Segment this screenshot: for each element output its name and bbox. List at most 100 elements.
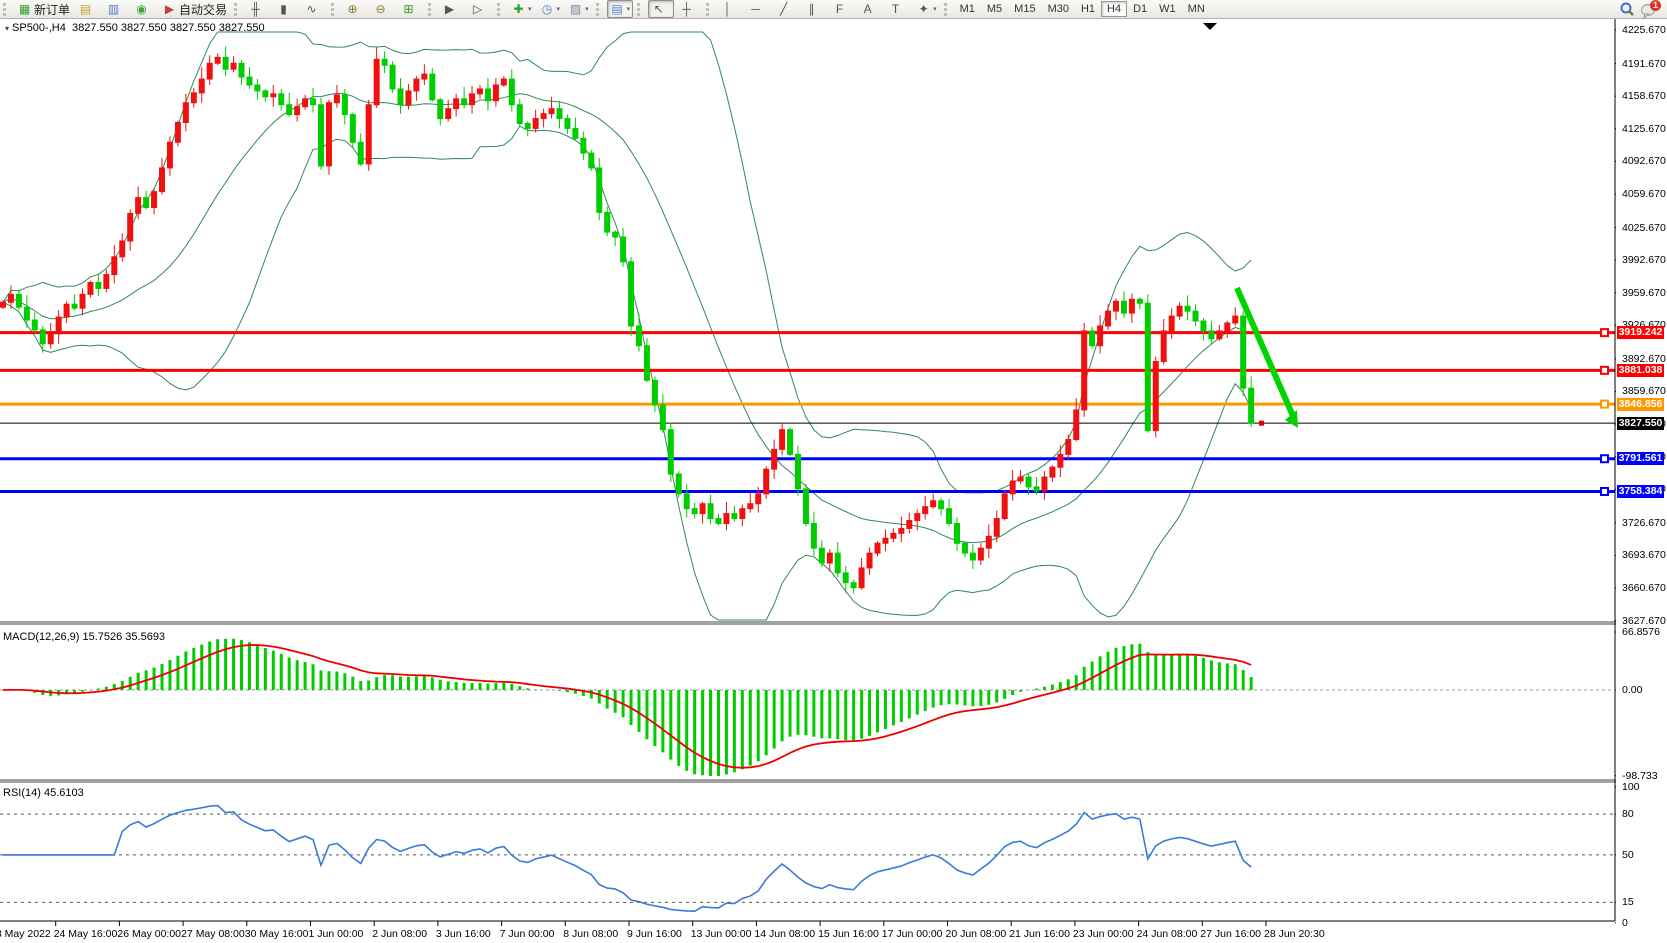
ohlc-values: 3827.550 3827.550 3827.550 3827.550 xyxy=(71,22,265,34)
candle-body xyxy=(643,345,650,381)
dropdown-caret-icon[interactable]: ▾ xyxy=(626,6,631,13)
candle-body xyxy=(87,281,94,295)
candle-body xyxy=(946,508,953,524)
rsi-tick-label: 15 xyxy=(1622,896,1634,909)
price-tick-label: 4025.670 xyxy=(1622,221,1666,234)
candle-body xyxy=(604,211,611,233)
search-icon[interactable] xyxy=(1619,1,1635,17)
fibonacci-button[interactable]: F xyxy=(829,0,855,18)
resistance-line-2-price-badge: 3881.038 xyxy=(1617,363,1664,377)
timeframe-m5-button[interactable]: M5 xyxy=(986,3,1003,15)
candle-body xyxy=(906,520,913,529)
candlestick-mode-button[interactable]: ▮ xyxy=(273,0,299,18)
chart-shift-marker[interactable] xyxy=(1203,23,1217,30)
bar-chart-mode-icon: ╫ xyxy=(251,2,260,16)
cursor-button[interactable]: ↖ xyxy=(648,0,675,18)
auto-scroll-icon: ▶ xyxy=(444,2,455,16)
candle-body xyxy=(230,62,237,70)
dropdown-caret-icon[interactable]: ▾ xyxy=(585,6,589,13)
timeframe-m1-button[interactable]: M1 xyxy=(959,3,975,15)
candle-body xyxy=(564,118,571,129)
new-order-button[interactable]: ▦ 新订单 xyxy=(14,0,73,18)
signals-button[interactable]: ◉ xyxy=(131,0,157,18)
candle-body xyxy=(461,98,468,106)
candle-body xyxy=(731,513,738,520)
dropdown-caret-icon[interactable]: ▾ xyxy=(556,6,561,13)
timeframe-m15-button[interactable]: M15 xyxy=(1014,3,1036,15)
tile-windows-button[interactable]: ⊞ xyxy=(398,0,424,18)
text-button[interactable]: A xyxy=(857,0,883,18)
time-tick-label: 27 Jun 16:00 xyxy=(1200,928,1262,940)
bollinger-band-line xyxy=(2,31,1252,494)
candle-body xyxy=(349,114,356,143)
bar-chart-mode-button[interactable]: ╫ xyxy=(245,0,271,18)
candle-body xyxy=(214,56,221,64)
chart-shift-button[interactable]: ▷ xyxy=(467,0,493,18)
auto-scroll-button[interactable]: ▶ xyxy=(439,0,465,18)
cursor-icon: ↖ xyxy=(653,2,664,16)
trendline-button[interactable]: ╱ xyxy=(773,0,799,18)
dropdown-caret-icon[interactable]: ▾ xyxy=(933,6,937,13)
price-scale[interactable]: 4225.670 4191.670 4158.670 4125.670 4092.670… xyxy=(1616,18,1667,943)
candle-body xyxy=(39,329,46,345)
timeframe-h1-button[interactable]: H1 xyxy=(1080,3,1096,15)
indicator-windows-button[interactable]: ▤ ▾ xyxy=(606,0,634,18)
timeframe-m30-button[interactable]: M30 xyxy=(1047,3,1069,15)
candle-body xyxy=(651,379,658,406)
candle-body xyxy=(333,94,340,104)
indicator-windows-icon: ▤ xyxy=(611,2,623,16)
candle-body xyxy=(580,137,587,154)
price-chart-canvas[interactable] xyxy=(0,18,1667,943)
candle-body xyxy=(898,527,905,534)
trend-arrow-head xyxy=(1285,410,1298,428)
candle-body xyxy=(866,552,873,569)
zoom-out-button[interactable]: ⊖ xyxy=(370,0,396,18)
vertical-line-button[interactable]: │ xyxy=(717,0,743,18)
candle-body xyxy=(492,84,499,102)
price-tick-label: 3660.670 xyxy=(1622,581,1666,594)
crosshair-button[interactable]: ┼ xyxy=(676,0,702,18)
line-chart-mode-button[interactable]: ∿ xyxy=(301,0,327,18)
equidistant-channel-button[interactable]: ∥ xyxy=(801,0,827,18)
timeframe-d1-button[interactable]: D1 xyxy=(1133,3,1148,15)
periods-button[interactable]: ◷ ▾ xyxy=(537,0,564,18)
candle-body xyxy=(1232,315,1239,324)
candle-body xyxy=(636,325,642,347)
dropdown-caret-icon[interactable]: ▾ xyxy=(528,6,532,13)
timeframe-w1-button[interactable]: W1 xyxy=(1159,3,1176,15)
candle-body xyxy=(659,404,666,431)
candle-body xyxy=(1025,476,1032,488)
symbol-ohlc-line: ▾ SP500-,H4 3827.550 3827.550 3827.550 38… xyxy=(5,22,265,34)
candle-body xyxy=(1009,480,1016,495)
candle-body xyxy=(707,503,714,520)
candle-body xyxy=(325,102,332,167)
support-line-2-handle[interactable] xyxy=(1600,486,1609,496)
timeframe-h4-button[interactable]: H4 xyxy=(1101,1,1128,17)
auto-trading-button[interactable]: ▶ 自动交易 xyxy=(159,0,230,18)
candle-body xyxy=(755,493,762,505)
candle-body xyxy=(111,256,118,276)
resistance-line-1-handle[interactable] xyxy=(1600,328,1609,338)
templates-button[interactable]: ▨ ▾ xyxy=(565,0,592,18)
collapse-arrow-icon[interactable]: ▾ xyxy=(5,24,10,33)
trend-arrow-annotation[interactable] xyxy=(1234,286,1296,418)
resistance-line-2-handle[interactable] xyxy=(1600,365,1609,375)
data-window-button[interactable]: ▥ xyxy=(103,0,129,18)
label-button[interactable]: T xyxy=(885,0,911,18)
indicators-button[interactable]: ✚ ▾ xyxy=(508,0,535,18)
indicators-icon: ✚ xyxy=(513,2,524,16)
zoom-in-button[interactable]: ⊕ xyxy=(342,0,368,18)
market-watch-button[interactable]: ▤ xyxy=(75,0,101,18)
candle-body xyxy=(508,78,515,106)
timeframe-mn-button[interactable]: MN xyxy=(1187,3,1205,15)
arrows-button[interactable]: ✦ ▾ xyxy=(913,0,940,18)
candle-body xyxy=(985,535,992,549)
price-tick-label: 4059.670 xyxy=(1622,187,1666,200)
pivot-line-handle[interactable] xyxy=(1600,399,1609,409)
horizontal-line-button[interactable]: ─ xyxy=(745,0,771,18)
time-tick-label: 1 Jun 00:00 xyxy=(308,928,364,940)
chat-button[interactable]: 1 xyxy=(1641,0,1661,19)
chart-area[interactable]: ▾ SP500-,H4 3827.550 3827.550 3827.550 38… xyxy=(0,18,1667,943)
support-line-1-handle[interactable] xyxy=(1600,454,1609,464)
